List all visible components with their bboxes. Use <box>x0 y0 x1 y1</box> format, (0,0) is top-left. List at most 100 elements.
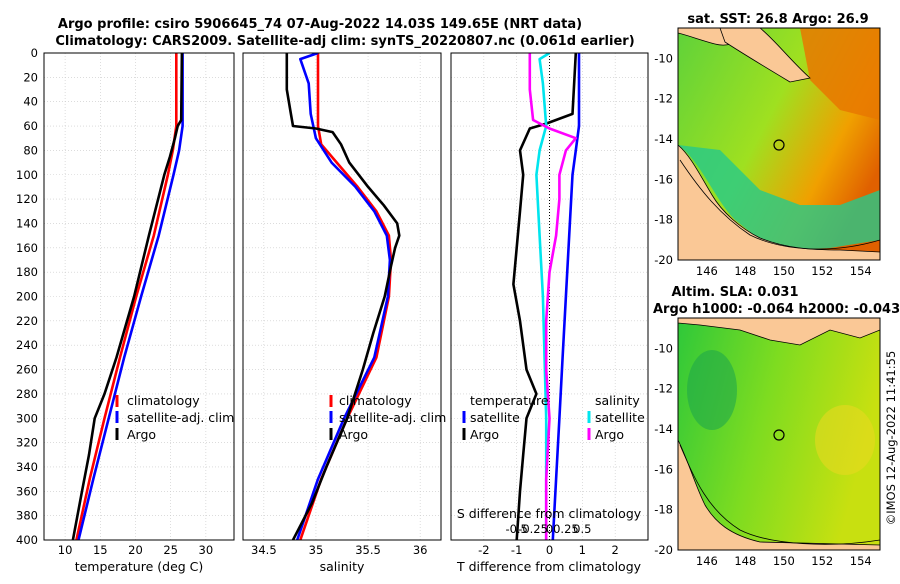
sst-map-panel: sat. SST: 26.8 Argo: 26.9 146 148 150 152 15… <box>654 12 881 278</box>
sst-map-frame <box>677 27 881 261</box>
x-tick-label: 20 <box>128 543 143 557</box>
x-tick-label: 34.5 <box>251 543 277 557</box>
map-y-tick-label: -16 <box>654 462 673 476</box>
temperature-lines <box>71 53 184 540</box>
map-x-tick-label: 154 <box>850 554 872 568</box>
map-y-tick-label: -18 <box>654 213 673 227</box>
y-tick-label: 140 <box>16 216 38 230</box>
temperature-legend: climatology satellite-adj. clim Argo <box>115 393 234 442</box>
sla-map-image <box>678 318 880 550</box>
y-tick-label: 320 <box>16 436 38 450</box>
legend-argo-label: Argo <box>339 427 368 442</box>
t-difference-axis-label: T difference from climatology <box>456 559 642 574</box>
sst-land-png <box>719 28 811 83</box>
y-tick-label: 260 <box>16 363 38 377</box>
x-tick-label: 25 <box>163 543 178 557</box>
difference-lines <box>512 53 581 540</box>
salinity-axis-label: salinity <box>320 559 365 574</box>
sla-low-west <box>687 350 737 430</box>
map-y-tick-label: -10 <box>654 341 673 355</box>
y-tick-label: 400 <box>16 533 38 547</box>
map-x-tick-label: 148 <box>734 264 756 278</box>
sla-high-east <box>815 405 875 475</box>
sla-map-title-line-2: Argo h1000: -0.064 h2000: -0.043 <box>653 302 900 317</box>
imos-credit: ©IMOS 12-Aug-2022 11:41:55 <box>884 351 898 526</box>
s-tick-label: 0 <box>546 522 553 536</box>
series-temperature-satellite <box>551 53 581 540</box>
map-x-tick-label: 148 <box>734 554 756 568</box>
y-tick-label: 20 <box>23 70 38 84</box>
y-tick-label: 200 <box>16 290 38 304</box>
y-tick-label: 280 <box>16 387 38 401</box>
x-tick-label: 1 <box>579 543 586 557</box>
x-tick-label: -1 <box>511 543 522 557</box>
figure-title-line-2: Climatology: CARS2009. Satellite-adj cli… <box>55 34 634 49</box>
map-x-tick-label: 150 <box>773 554 795 568</box>
map-y-tick-label: -14 <box>654 132 673 146</box>
x-tick-label: 36 <box>413 543 428 557</box>
difference-panel: -2 -1 0 1 2 -0.5-0.250 0.250.5 S difference f… <box>450 52 649 574</box>
map-x-tick-label: 152 <box>811 554 833 568</box>
y-tick-label: 240 <box>16 338 38 352</box>
legend-sal-satellite-label: satellite <box>595 410 645 425</box>
map-x-tick-label: 146 <box>696 264 718 278</box>
sst-reef-contour <box>679 159 880 250</box>
y-tick-label: 160 <box>16 241 38 255</box>
difference-axes-box <box>450 52 649 541</box>
y-tick-label: 0 <box>31 46 38 60</box>
salinity-axes-box <box>242 52 442 541</box>
salinity-grid <box>243 52 441 541</box>
series-argo <box>285 53 401 540</box>
legend-sal-argo-label: Argo <box>595 427 624 442</box>
y-tick-label: 60 <box>23 119 38 133</box>
temperature-axes-box <box>43 52 235 541</box>
legend-satellite-adj-label: satellite-adj. clim <box>127 410 234 425</box>
map-y-tick-label: -12 <box>654 92 673 106</box>
map-y-tick-label: -10 <box>654 51 673 65</box>
sla-reef-contour <box>679 444 880 545</box>
series-salinity-satellite <box>535 53 551 540</box>
temperature-grid <box>44 52 234 541</box>
legend-climatology-label: climatology <box>339 393 412 408</box>
sst-map-tick-labels: 146 148 150 152 154 -10 -12 -14 -16 -18 -20 <box>654 51 872 278</box>
depth-tick-labels: 0 20 40 60 80 100 120 140 160 180 200 220 240 260 280 3… <box>16 46 38 547</box>
x-tick-label: 0 <box>546 543 553 557</box>
y-tick-label: 80 <box>23 143 38 157</box>
map-x-tick-label: 152 <box>811 264 833 278</box>
y-tick-label: 180 <box>16 265 38 279</box>
s-difference-tick-labels: -0.5-0.250 0.250.5 <box>505 522 591 536</box>
sla-map-tick-labels: 146 148 150 152 154 -10 -12 -14 -16 -18 -20 <box>654 341 872 568</box>
map-y-tick-label: -16 <box>654 172 673 186</box>
sla-map-title-line-1: Altim. SLA: 0.031 <box>672 285 799 300</box>
series-temperature-argo <box>512 53 578 540</box>
x-tick-label: 30 <box>199 543 214 557</box>
x-tick-label: 35 <box>309 543 324 557</box>
sst-map-image <box>678 28 880 260</box>
x-tick-label: 15 <box>93 543 108 557</box>
map-x-tick-label: 146 <box>696 554 718 568</box>
legend-temp-satellite-label: satellite <box>470 410 520 425</box>
sst-argo-marker <box>773 139 785 151</box>
temperature-panel: 0 20 40 60 80 100 120 140 160 180 200 220 240 260 280 3… <box>16 46 235 574</box>
legend-temp-argo-label: Argo <box>470 427 499 442</box>
sst-warm-east <box>800 28 880 120</box>
y-tick-label: 220 <box>16 314 38 328</box>
figure-title-line-1: Argo profile: csiro 5906645_74 07-Aug-20… <box>58 17 582 32</box>
temperature-tick-labels: 10 15 20 25 30 <box>58 543 213 557</box>
x-tick-label: 35.5 <box>355 543 381 557</box>
s-tick-label: 0.5 <box>573 522 591 536</box>
map-x-tick-label: 150 <box>773 264 795 278</box>
x-tick-label: 2 <box>612 543 619 557</box>
series-satellite-adj-clim <box>77 53 184 540</box>
map-y-tick-label: -18 <box>654 503 673 517</box>
y-tick-label: 120 <box>16 192 38 206</box>
y-tick-label: 300 <box>16 411 38 425</box>
salinity-lines <box>285 53 401 540</box>
sst-map-title: sat. SST: 26.8 Argo: 26.9 <box>687 12 868 27</box>
sst-cool-coastal <box>678 145 880 250</box>
s-difference-axis-label: S difference from climatology <box>457 506 642 521</box>
map-y-tick-label: -12 <box>654 382 673 396</box>
difference-legend: temperature satellite Argo salinity sate… <box>462 393 645 442</box>
map-x-tick-label: 154 <box>850 264 872 278</box>
